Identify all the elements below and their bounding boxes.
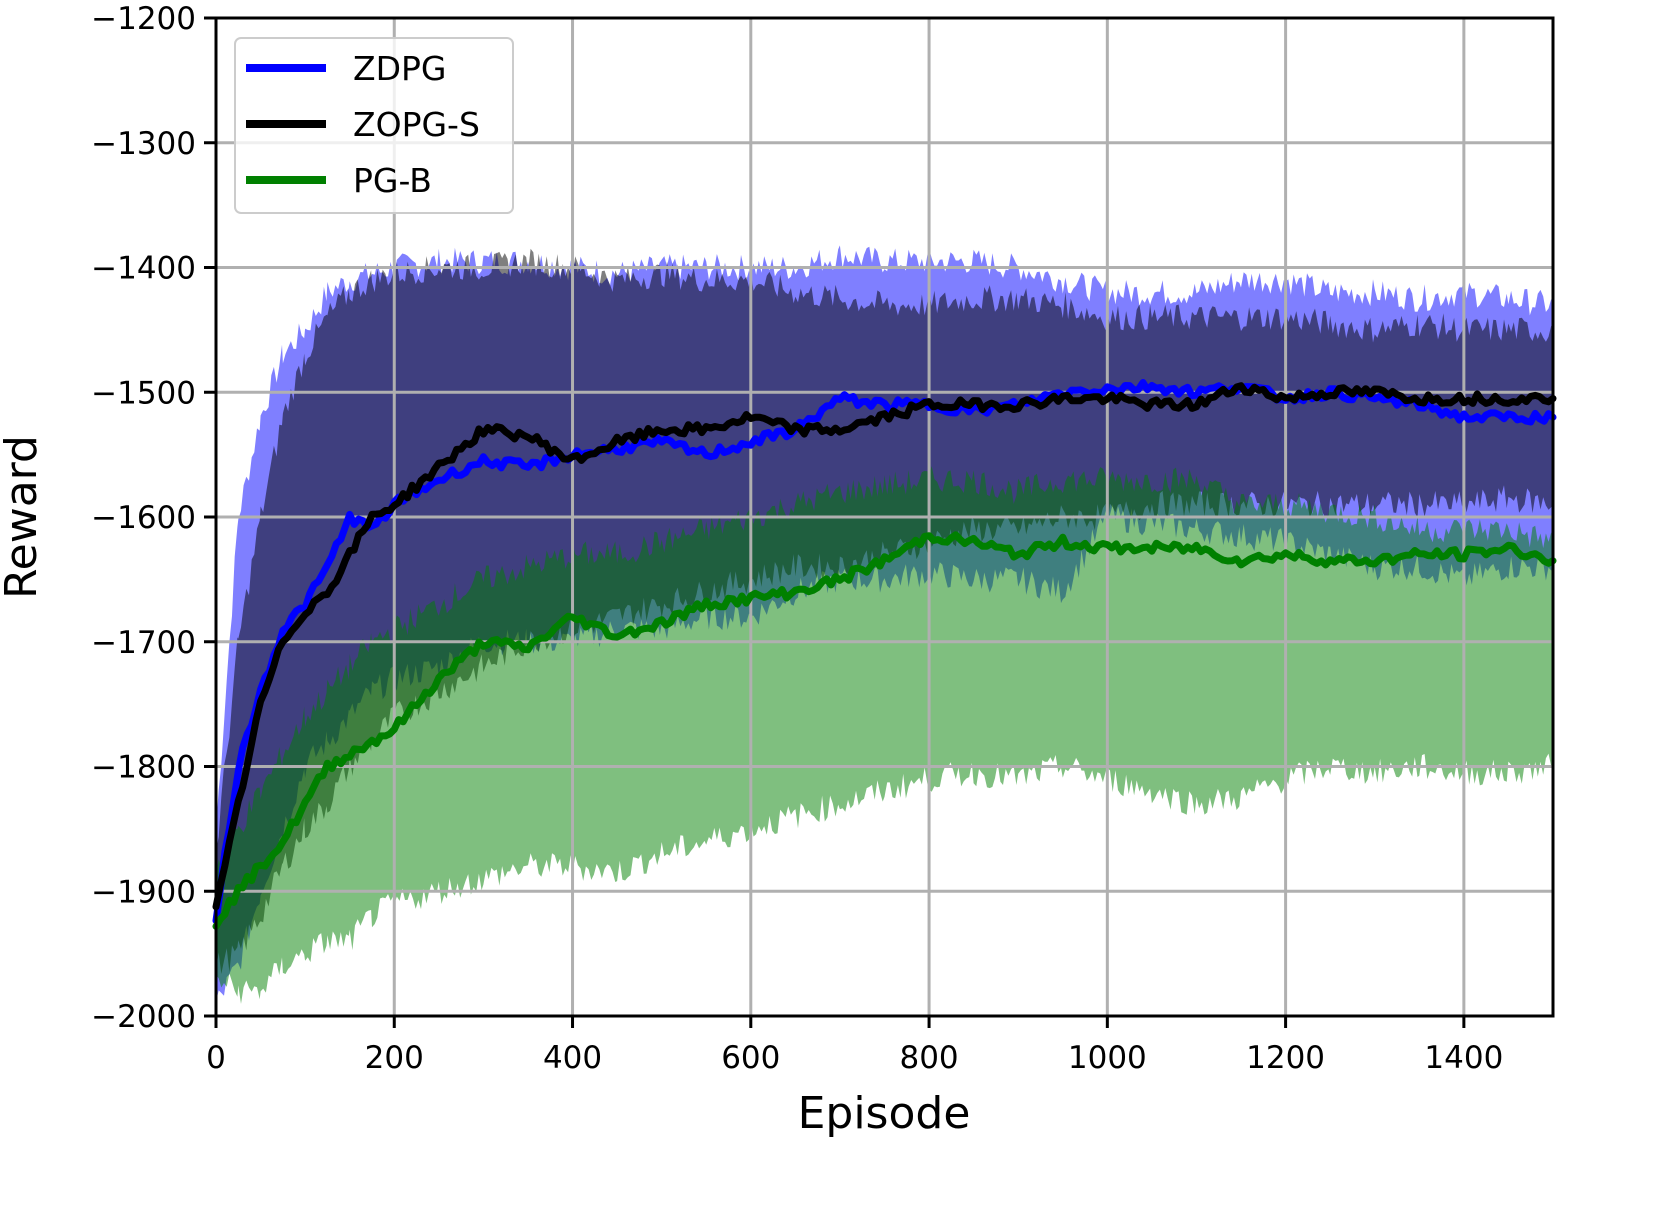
x-tick-label: 1000 xyxy=(1068,1040,1147,1076)
x-axis-ticks: 0 200 400 600 800 1000 1200 1400 xyxy=(206,1016,1503,1076)
confidence-bands xyxy=(216,245,1553,1004)
x-axis-title: Episode xyxy=(798,1088,971,1139)
x-tick-label: 1200 xyxy=(1246,1040,1325,1076)
line-zopg-s xyxy=(212,382,1557,911)
band-zopg-s xyxy=(216,248,1553,975)
y-tick-label: −1500 xyxy=(91,375,196,411)
band-pg-b xyxy=(216,466,1553,1004)
y-tick-label: −1700 xyxy=(91,625,196,661)
y-tick-label: −1800 xyxy=(91,750,196,786)
y-tick-label: −1200 xyxy=(91,1,196,37)
y-tick-label: −1900 xyxy=(91,874,196,910)
legend-box xyxy=(234,37,514,214)
x-tick-label: 0 xyxy=(206,1040,226,1076)
line-zdpg xyxy=(212,379,1557,925)
y-tick-label: −2000 xyxy=(91,999,196,1035)
x-tick-label: 400 xyxy=(543,1040,602,1076)
legend: ZDPG ZOPG-S PG-B xyxy=(234,37,514,214)
x-tick-label: 1400 xyxy=(1424,1040,1503,1076)
legend-label-pg-b: PG-B xyxy=(353,161,432,200)
legend-label-zopg-s: ZOPG-S xyxy=(353,105,480,144)
y-tick-label: −1300 xyxy=(91,126,196,162)
legend-label-zdpg: ZDPG xyxy=(353,49,447,88)
mean-lines xyxy=(212,379,1557,930)
x-tick-label: 800 xyxy=(899,1040,958,1076)
x-tick-label: 200 xyxy=(365,1040,424,1076)
y-tick-label: −1400 xyxy=(91,251,196,287)
line-pg-b xyxy=(212,531,1557,930)
y-axis-ticks: −1200 −1300 −1400 −1500 −1600 −1700 −1800 −1900… xyxy=(91,1,216,1035)
y-tick-label: −1600 xyxy=(91,500,196,536)
y-axis-title: Reward xyxy=(0,435,47,599)
x-tick-label: 600 xyxy=(721,1040,780,1076)
